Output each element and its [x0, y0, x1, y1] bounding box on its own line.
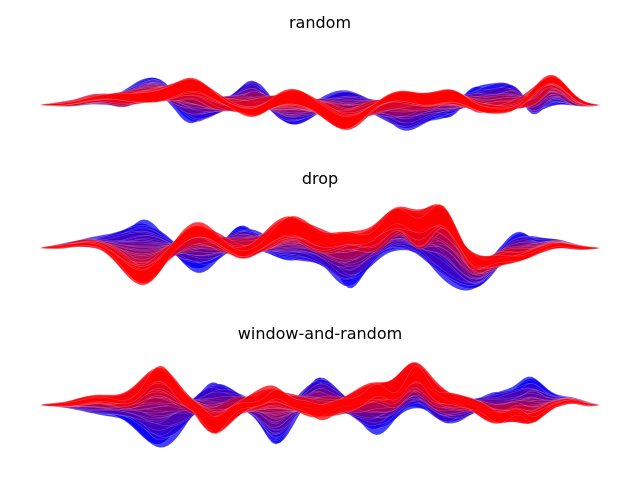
- panel-title-drop: drop: [302, 169, 338, 188]
- stream-band-39: [39, 204, 601, 285]
- panel-drop: drop: [39, 169, 601, 291]
- panel-title-random: random: [289, 13, 351, 32]
- panel-title-window-and-random: window-and-random: [238, 324, 402, 343]
- streams-random: [39, 74, 601, 132]
- panel-window-and-random: window-and-random: [39, 324, 601, 448]
- stream-band-39: [39, 365, 601, 434]
- streams-drop: [39, 203, 601, 291]
- panel-random: random: [39, 13, 601, 132]
- stream-band-39: [39, 74, 601, 130]
- streams-window-and-random: [39, 361, 601, 448]
